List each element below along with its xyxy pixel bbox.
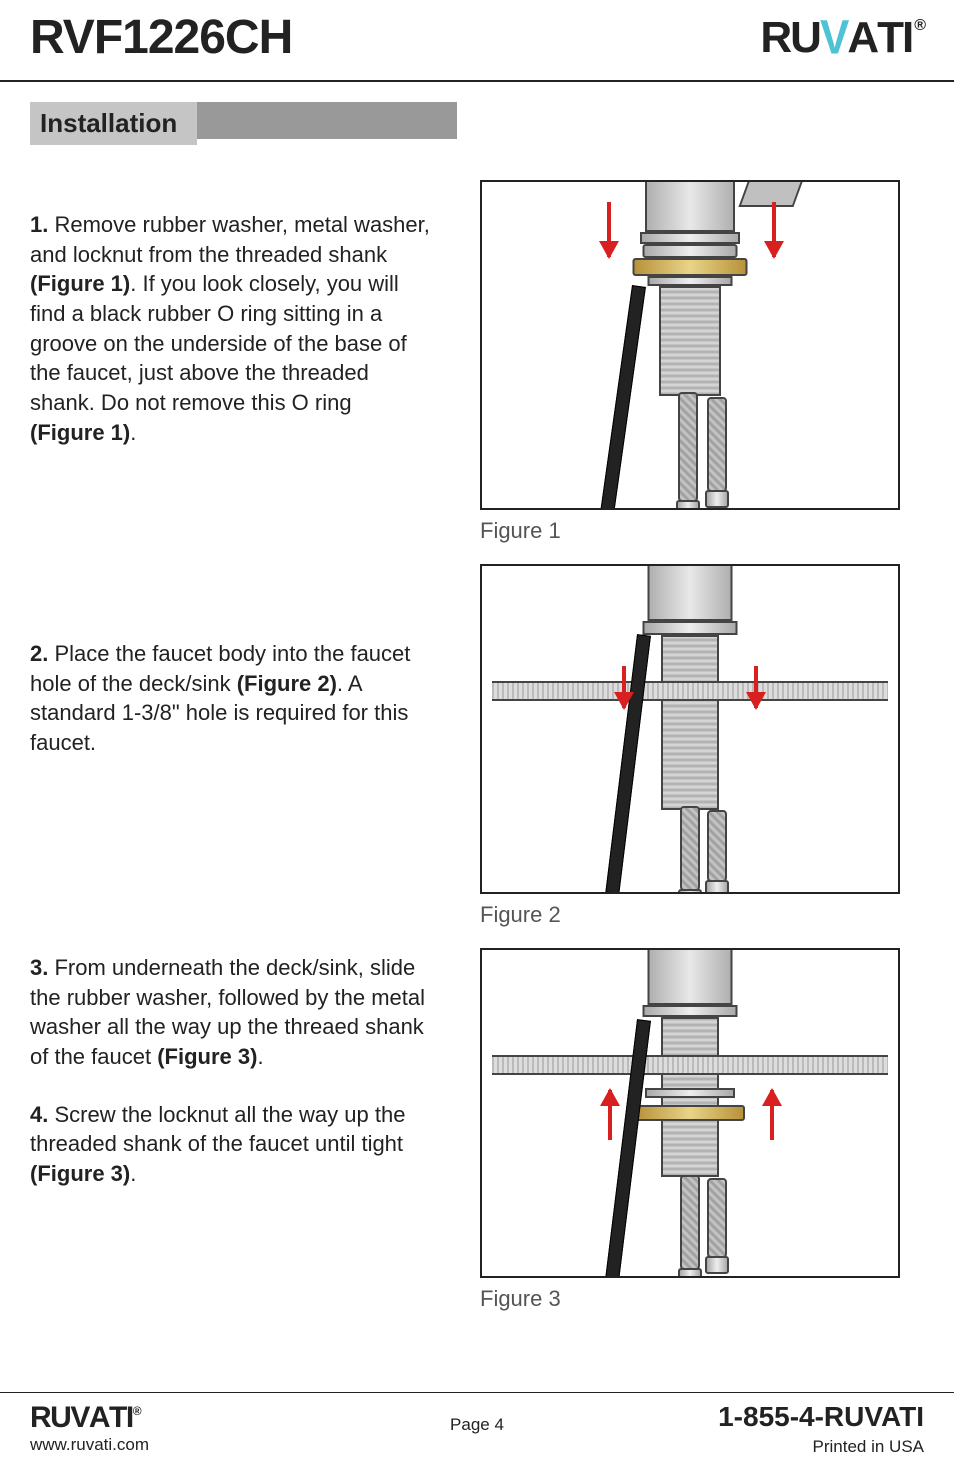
arrow-up-icon — [608, 1090, 612, 1140]
deck-icon — [492, 1055, 888, 1075]
brand-logo-top: RUVATI® — [760, 13, 924, 63]
step-4-text-b: . — [130, 1161, 136, 1186]
step-2-num: 2. — [30, 641, 48, 666]
footer-left: RUVATI® www.ruvati.com — [30, 1403, 149, 1455]
step-2-text: 2. Place the faucet body into the faucet… — [30, 639, 430, 758]
figure-2-col: Figure 2 — [480, 564, 924, 928]
brand-logo-bottom: RUVATI® — [30, 1403, 149, 1433]
step-2-text-col: 2. Place the faucet body into the faucet… — [30, 564, 430, 928]
collar-icon — [643, 1005, 738, 1017]
step-1-text-a: Remove rubber washer, metal washer, and … — [30, 212, 430, 267]
step-3-text: 3. From underneath the deck/sink, slide … — [30, 953, 430, 1072]
step-3-num: 3. — [30, 955, 48, 980]
figure-1-caption: Figure 1 — [480, 518, 924, 544]
phone-number: 1-855-4-RUVATI — [718, 1401, 924, 1433]
figure-3-box — [480, 948, 900, 1278]
faucet-base-icon — [645, 182, 735, 232]
arrow-down-icon — [607, 202, 611, 257]
section-divider — [197, 102, 457, 139]
step-4-figref-a: (Figure 3) — [30, 1161, 130, 1186]
locknut-icon — [635, 1105, 745, 1121]
product-code: RVF1226CH — [30, 10, 292, 65]
braided-hose-icon — [707, 397, 727, 492]
arrow-down-icon — [754, 666, 758, 708]
figure-3-col: Figure 3 — [480, 948, 924, 1312]
brand-v: V — [820, 10, 847, 65]
step-1-text: 1. Remove rubber washer, metal washer, a… — [30, 210, 430, 448]
section-title: Installation — [30, 102, 197, 145]
brand-prefix: RU — [30, 1403, 70, 1433]
black-hose-icon — [605, 634, 651, 894]
brand-prefix: RU — [760, 13, 820, 63]
collar-icon — [640, 232, 740, 244]
content-area: 1. Remove rubber washer, metal washer, a… — [0, 180, 954, 1312]
page-number: Page 4 — [450, 1415, 504, 1435]
figure-2-box — [480, 564, 900, 894]
arrow-down-icon — [772, 202, 776, 257]
registered-mark: ® — [914, 17, 924, 35]
step-1-figref-b: (Figure 1) — [30, 420, 130, 445]
step-row-2: 2. Place the faucet body into the faucet… — [30, 564, 924, 928]
washer-icon — [648, 276, 733, 286]
step-2-figref-a: (Figure 2) — [237, 671, 337, 696]
brand-suffix1: A — [847, 13, 877, 63]
faucet-body-icon — [648, 950, 733, 1005]
locknut-icon — [633, 258, 748, 276]
washer-icon — [645, 1088, 735, 1098]
step-1-text-c: . — [130, 420, 136, 445]
step-34-text-col: 3. From underneath the deck/sink, slide … — [30, 948, 430, 1312]
printed-in: Printed in USA — [718, 1437, 924, 1457]
braided-hose-icon — [678, 392, 698, 502]
section-header: Installation — [30, 102, 924, 145]
braided-hose-icon — [680, 806, 700, 891]
step-4-text: 4. Screw the locknut all the way up the … — [30, 1100, 430, 1189]
page-header: RVF1226CH RUVATI® — [0, 0, 954, 82]
collar-icon — [643, 244, 738, 258]
collar-icon — [643, 621, 738, 635]
step-1-text-col: 1. Remove rubber washer, metal washer, a… — [30, 180, 430, 544]
step-3-figref-a: (Figure 3) — [157, 1044, 257, 1069]
threaded-shank-icon — [661, 635, 719, 810]
hose-end-icon — [705, 490, 729, 508]
figure-1-box — [480, 180, 900, 510]
hose-end-icon — [678, 1268, 702, 1278]
arrow-up-icon — [770, 1090, 774, 1140]
threaded-shank-icon — [659, 286, 721, 396]
brand-v: V — [70, 1403, 89, 1433]
page-footer: RUVATI® www.ruvati.com Page 4 1-855-4-RU… — [0, 1392, 954, 1475]
figure-1-col: Figure 1 — [480, 180, 924, 544]
step-row-1: 1. Remove rubber washer, metal washer, a… — [30, 180, 924, 544]
registered-mark: ® — [133, 1405, 140, 1417]
brand-suffix2: TI — [109, 1403, 133, 1433]
step-1-figref-a: (Figure 1) — [30, 271, 130, 296]
faucet-body-icon — [648, 566, 733, 621]
braided-hose-icon — [707, 810, 727, 882]
brand-suffix1: A — [89, 1403, 109, 1433]
brand-suffix2: TI — [877, 13, 912, 63]
hose-end-icon — [705, 1256, 729, 1274]
hose-end-icon — [676, 500, 700, 510]
deck-icon — [492, 681, 888, 701]
figure-3-caption: Figure 3 — [480, 1286, 924, 1312]
arrow-down-icon — [622, 666, 626, 708]
faucet-handle-icon — [738, 182, 802, 207]
step-4-text-a: Screw the locknut all the way up the thr… — [30, 1102, 405, 1157]
footer-right: 1-855-4-RUVATI Printed in USA — [718, 1401, 924, 1457]
step-3-text-b: . — [257, 1044, 263, 1069]
figure-2-caption: Figure 2 — [480, 902, 924, 928]
step-4-num: 4. — [30, 1102, 48, 1127]
braided-hose-icon — [707, 1178, 727, 1258]
hose-end-icon — [705, 880, 729, 894]
step-row-3: 3. From underneath the deck/sink, slide … — [30, 948, 924, 1312]
hose-end-icon — [678, 889, 702, 894]
step-1-num: 1. — [30, 212, 48, 237]
braided-hose-icon — [680, 1175, 700, 1270]
website-url: www.ruvati.com — [30, 1435, 149, 1455]
black-hose-icon — [596, 285, 646, 510]
